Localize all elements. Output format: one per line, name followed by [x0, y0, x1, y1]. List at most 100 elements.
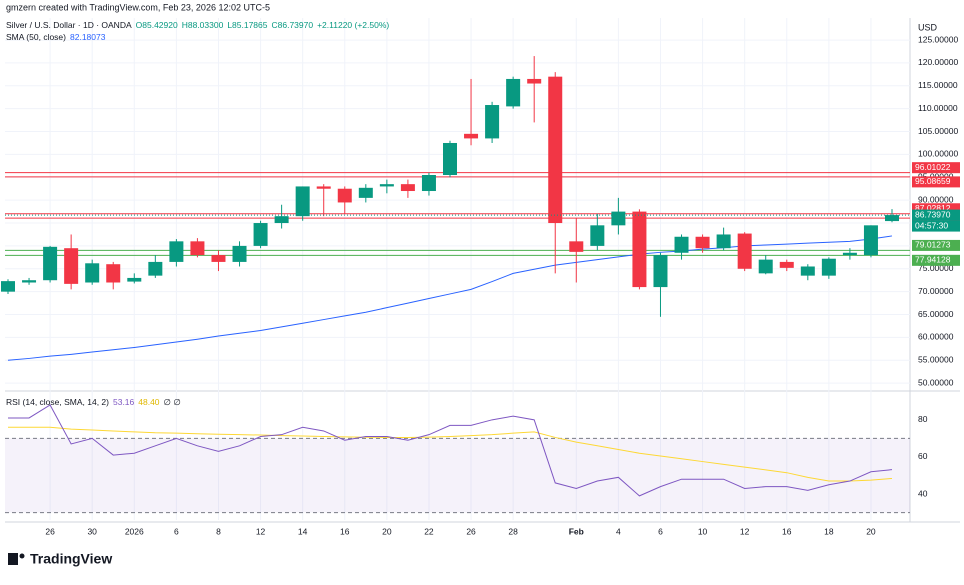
x-tick-label: 12	[740, 526, 750, 536]
level-tag-bg	[912, 162, 960, 174]
candle-body	[737, 233, 752, 269]
ohlc: H88.03300	[182, 20, 224, 30]
candle-body	[400, 184, 415, 192]
countdown: 04:57:30	[915, 220, 948, 230]
y-tick-label: 105.00000	[918, 126, 958, 136]
candle-body	[337, 188, 352, 203]
candle-body	[443, 142, 457, 176]
x-tick-label: 30	[87, 526, 97, 536]
candle-body	[527, 78, 542, 84]
credit: gmzern created with TradingView.com, Feb…	[6, 2, 270, 12]
candle-body	[716, 234, 731, 249]
level-tag-bg	[912, 203, 960, 215]
level-tag: 79.01273	[915, 240, 951, 250]
y-tick-label: 55.00000	[918, 355, 954, 365]
candle-body	[779, 261, 794, 268]
x-tick-label: 20	[866, 526, 876, 536]
sma-name: SMA (50, close)	[6, 32, 66, 42]
last-price-tag: 86.73970	[915, 209, 951, 219]
rsi-ma-value: 48.40	[138, 397, 160, 407]
x-tick-label: 12	[256, 526, 266, 536]
candle-body	[842, 252, 857, 256]
candle-body	[421, 175, 436, 192]
candle-body	[43, 246, 58, 281]
candle-body	[506, 78, 521, 107]
candle-body	[885, 215, 899, 222]
y-tick-label: 115.00000	[918, 80, 958, 90]
rsi-line	[8, 404, 893, 497]
candle-body	[674, 236, 689, 253]
rsi-ma-line	[8, 426, 893, 482]
x-tick-label: 22	[424, 526, 434, 536]
x-tick-label: 20	[382, 526, 392, 536]
sma-legend: SMA (50, close) 82.18073	[6, 32, 106, 42]
candle-body	[758, 259, 773, 274]
x-tick-label: 2026	[125, 526, 144, 536]
candle-body	[485, 105, 500, 139]
candle-body	[1, 281, 15, 292]
x-tick-label: 16	[340, 526, 350, 536]
ohlc: L85.17865	[227, 20, 267, 30]
ohlc: O85.42920	[136, 20, 178, 30]
candle-body	[253, 223, 268, 246]
candle-body	[632, 211, 647, 288]
currency: USD	[918, 22, 938, 32]
candle-body	[232, 245, 247, 262]
rsi-band	[5, 438, 910, 513]
x-tick-label: 28	[508, 526, 518, 536]
y-tick-label: 90.00000	[918, 194, 954, 204]
candle-body	[127, 277, 142, 282]
brand-logo-dot	[19, 553, 25, 559]
y-tick-label: 100.00000	[918, 149, 958, 159]
brand-logo	[8, 553, 18, 565]
candle-body	[169, 241, 184, 262]
candle-body	[464, 133, 479, 139]
rsi-tick-label: 60	[918, 451, 928, 461]
y-tick-label: 120.00000	[918, 57, 958, 67]
ohlc: C86.73970	[272, 20, 314, 30]
legend: Silver / U.S. Dollar · 1D · OANDA O85.429…	[6, 20, 389, 30]
candle-body	[148, 261, 163, 276]
candle-body	[274, 216, 289, 224]
x-tick-label: 26	[45, 526, 55, 536]
level-tag-bg	[912, 254, 960, 266]
candle-body	[800, 266, 815, 276]
rsi-flags: ∅ ∅	[164, 397, 182, 407]
symbol: Silver / U.S. Dollar · 1D · OANDA	[6, 20, 132, 30]
candle-body	[569, 241, 584, 252]
candle-body	[821, 258, 836, 276]
y-tick-label: 70.00000	[918, 286, 954, 296]
x-tick-label: 26	[466, 526, 476, 536]
rsi-legend: RSI (14, close, SMA, 14, 2) 53.16 48.40 ∅ ∅	[6, 397, 181, 407]
candle-body	[653, 255, 668, 288]
y-tick-label: 110.00000	[918, 103, 958, 113]
y-tick-label: 75.00000	[918, 263, 954, 273]
candle-body	[295, 186, 310, 217]
sma-value: 82.18073	[70, 32, 106, 42]
x-tick-label: 6	[174, 526, 179, 536]
x-tick-label: 6	[658, 526, 663, 536]
candle-body	[85, 263, 100, 283]
candle-body	[22, 280, 37, 283]
rsi-name: RSI (14, close, SMA, 14, 2)	[6, 397, 109, 407]
candle-body	[64, 248, 79, 284]
rsi-tick-label: 80	[918, 414, 928, 424]
level-tag-bg	[912, 176, 960, 188]
candle-body	[316, 186, 331, 189]
level-tag: 96.01022	[915, 162, 951, 172]
level-tag: 77.94128	[915, 255, 951, 265]
x-tick-label: 18	[824, 526, 834, 536]
candle-body	[106, 264, 121, 283]
candle-body	[190, 241, 205, 256]
x-tick-label: 4	[616, 526, 621, 536]
candle-body	[379, 184, 394, 187]
y-tick-label: 125.00000	[918, 34, 958, 44]
x-tick-label: 14	[298, 526, 308, 536]
rsi-tick-label: 40	[918, 488, 928, 498]
y-tick-label: 50.00000	[918, 377, 954, 387]
candle-body	[590, 225, 605, 246]
ohlc: +2.11220 (+2.50%)	[317, 20, 389, 30]
brand: TradingView	[8, 551, 112, 567]
x-tick-label: 8	[216, 526, 221, 536]
